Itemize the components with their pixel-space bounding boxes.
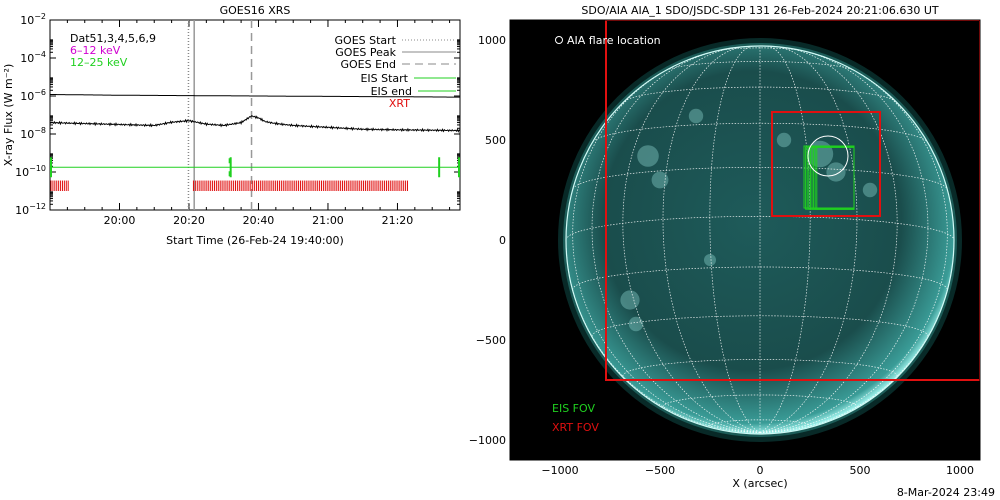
goes-short-channel-line bbox=[50, 115, 460, 133]
longitude-line bbox=[591, 50, 761, 433]
band-6-12-label: 6–12 keV bbox=[70, 44, 121, 57]
active-region bbox=[620, 290, 640, 310]
aia-x-tick-label: 1000 bbox=[946, 464, 974, 477]
goes-x-tick-label: 21:00 bbox=[312, 214, 344, 227]
goes-x-tick-label: 20:20 bbox=[173, 214, 205, 227]
latitude-line bbox=[572, 266, 948, 290]
aia-y-tick-label: 1000 bbox=[478, 34, 506, 47]
goes-ylabel: X-ray Flux (W m⁻²) bbox=[2, 64, 15, 166]
legend-xrt: XRT bbox=[389, 97, 410, 110]
aia-y-tick-label: −500 bbox=[476, 334, 506, 347]
longitude-line bbox=[759, 46, 858, 433]
goes-y-tick-label: 10−10 bbox=[15, 164, 46, 179]
longitude-line bbox=[622, 47, 761, 433]
legend-eis-end: EIS end bbox=[371, 85, 412, 98]
aia-y-tick-label: 500 bbox=[485, 134, 506, 147]
xrt-wide-fov-box bbox=[605, 20, 980, 381]
aia-y-tick-label: −1000 bbox=[469, 434, 506, 447]
aia-y-tick-label: 0 bbox=[499, 234, 506, 247]
aia-x-tick-label: −1000 bbox=[541, 464, 578, 477]
solar-limb bbox=[565, 45, 955, 435]
active-region bbox=[826, 162, 846, 182]
aia-x-tick-label: −500 bbox=[645, 464, 675, 477]
band-12-25-label: 12–25 keV bbox=[70, 56, 128, 69]
legend-eis-start: EIS Start bbox=[360, 72, 408, 85]
flare-location-label: AIA flare location bbox=[567, 34, 661, 47]
goes-x-tick-label: 20:00 bbox=[104, 214, 136, 227]
goes-long-channel-line bbox=[50, 94, 460, 98]
active-region bbox=[704, 254, 716, 266]
latitude-line bbox=[591, 315, 929, 337]
longitude-line bbox=[759, 47, 898, 433]
aia-image bbox=[558, 20, 980, 442]
goes-y-tick-label: 10−2 bbox=[20, 12, 46, 27]
longitude-line bbox=[572, 65, 761, 433]
xrt-fov-box bbox=[771, 111, 881, 217]
longitude-line bbox=[662, 46, 761, 433]
active-region bbox=[776, 132, 792, 148]
goes-y-tick-label: 10−8 bbox=[20, 126, 46, 141]
aia-panel: SDO/AIA AIA_1 SDO/JSDC-SDP 131 26-Feb-20… bbox=[469, 4, 981, 490]
eis-fov-label: EIS FOV bbox=[552, 402, 595, 415]
active-region bbox=[688, 108, 704, 124]
heliographic-grid bbox=[565, 45, 955, 433]
aia-title: SDO/AIA AIA_1 SDO/JSDC-SDP 131 26-Feb-20… bbox=[581, 4, 938, 17]
flare-location-marker bbox=[807, 135, 849, 177]
aia-x-tick-label: 0 bbox=[757, 464, 764, 477]
latitude-line bbox=[666, 61, 854, 71]
longitude-line bbox=[709, 45, 761, 433]
goes-y-tick-label: 10−4 bbox=[20, 50, 46, 65]
goes-panel: GOES16 XRS 10−12 10−10 10−8 10−6 10−4 10−2 20:… bbox=[2, 4, 461, 247]
aia-xlabel: X (arcsec) bbox=[732, 477, 787, 490]
active-region bbox=[862, 182, 878, 198]
active-region bbox=[628, 316, 644, 332]
xrt-fov-label: XRT FOV bbox=[552, 421, 599, 434]
goes-xlabel: Start Time (26-Feb-24 19:40:00) bbox=[166, 234, 344, 247]
longitude-line bbox=[759, 45, 811, 433]
dataset-label: Dat51,3,4,5,6,9 bbox=[70, 32, 156, 45]
goes-y-tick-label: 10−12 bbox=[15, 202, 46, 217]
longitude-line bbox=[759, 65, 948, 433]
legend-goes-end: GOES End bbox=[340, 58, 396, 71]
eis-fov-box bbox=[816, 145, 855, 209]
aia-axes: −1000 −500 0 500 1000 −1000 −500 0 500 1000 bbox=[469, 34, 974, 477]
goes-x-tick-label: 21:20 bbox=[382, 214, 414, 227]
goes-y-tick-label: 10−6 bbox=[20, 88, 46, 103]
active-region bbox=[651, 171, 669, 189]
goes-plot-frame bbox=[49, 19, 461, 211]
goes-title: GOES16 XRS bbox=[220, 4, 291, 17]
longitude-line bbox=[759, 50, 929, 433]
footer-timestamp: 8-Mar-2024 23:49 bbox=[897, 486, 995, 499]
legend-goes-peak: GOES Peak bbox=[335, 46, 396, 59]
flare-marker-legend-icon bbox=[555, 36, 563, 44]
goes-x-tick-label: 20:40 bbox=[243, 214, 275, 227]
goes-curves bbox=[50, 20, 460, 210]
legend-goes-start: GOES Start bbox=[335, 34, 397, 47]
latitude-line bbox=[716, 47, 804, 52]
goes-legend: GOES Start GOES Peak GOES End EIS Start … bbox=[335, 34, 456, 110]
active-region bbox=[637, 145, 659, 167]
aia-x-tick-label: 500 bbox=[850, 464, 871, 477]
